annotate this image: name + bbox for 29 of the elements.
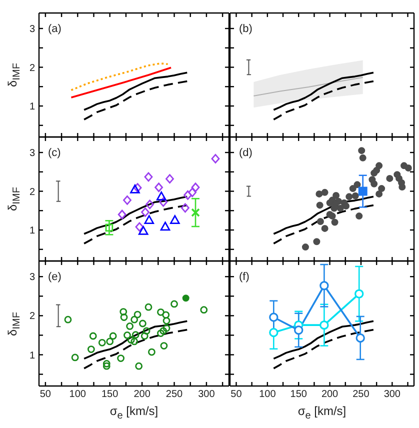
- x-tick-label: 250: [352, 389, 370, 400]
- y-tick-label: 3: [29, 24, 36, 35]
- y-tick-label: 2: [29, 311, 36, 322]
- x-tick-label: 300: [384, 389, 401, 400]
- x-tick-label: 150: [290, 389, 308, 400]
- annotation: (c): [48, 147, 61, 159]
- x-tick-label: 50: [230, 389, 242, 400]
- annotation: (d): [239, 147, 252, 159]
- y-tick-label: 1: [29, 350, 36, 362]
- annotation: (a): [48, 23, 62, 35]
- x-axis-title: σ$_{e}$ [km/s]: [298, 404, 346, 424]
- y-tick-label: 3: [29, 272, 36, 284]
- x-axis-title: σ$_{e}$ [km/s]: [110, 404, 158, 424]
- x-tick-label: 150: [102, 389, 119, 400]
- x-tick-label: 200: [321, 389, 339, 400]
- x-tick-label: 250: [166, 389, 184, 400]
- y-tick-label: 1: [29, 102, 36, 112]
- x-tick-label: 200: [134, 389, 151, 400]
- x-tick-label: 300: [198, 389, 216, 400]
- x-tick-label: 50: [40, 389, 52, 400]
- x-tick-label: 100: [259, 389, 276, 400]
- y-tick-label: 2: [29, 62, 36, 74]
- y-tick-label: 1: [29, 226, 36, 236]
- x-tick-label: 100: [69, 389, 86, 400]
- y-tick-label: 2: [29, 186, 36, 198]
- annotation: (f): [239, 271, 250, 283]
- annotation: (b): [239, 23, 252, 35]
- y-tick-label: 3: [29, 148, 36, 159]
- annotation: (e): [48, 271, 62, 283]
